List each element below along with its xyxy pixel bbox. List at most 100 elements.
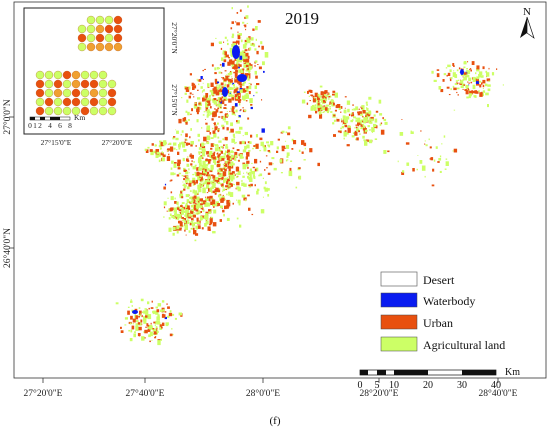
land-patch [329, 103, 331, 105]
land-patch [149, 340, 151, 343]
land-patch [256, 190, 259, 195]
land-patch [166, 156, 171, 161]
land-patch [474, 96, 477, 98]
land-patch [214, 100, 217, 103]
land-patch [346, 120, 348, 122]
land-patch [225, 75, 229, 81]
north-label: N [523, 6, 531, 18]
land-patch [177, 163, 181, 167]
land-patch [212, 231, 216, 234]
land-patch [203, 89, 205, 92]
land-patch [175, 216, 178, 220]
pivot-field [107, 88, 117, 98]
land-patch [247, 166, 249, 169]
land-patch [357, 120, 361, 125]
land-patch [230, 122, 233, 127]
land-patch [199, 174, 202, 178]
land-patch [271, 157, 275, 160]
land-patch [211, 118, 214, 121]
land-patch [198, 188, 202, 193]
land-patch [226, 111, 228, 113]
land-patch [255, 91, 258, 94]
y-tick-label: 27°0'0"N [2, 99, 13, 134]
land-patch [387, 150, 390, 153]
land-patch [223, 59, 227, 63]
land-patch [234, 157, 237, 161]
land-patch [342, 123, 344, 125]
land-patch [362, 135, 365, 139]
land-patch [131, 305, 133, 307]
land-patch [203, 202, 206, 205]
land-patch [244, 166, 247, 169]
land-patch [291, 138, 294, 142]
land-patch [186, 139, 188, 141]
land-patch [193, 207, 197, 211]
land-patch [303, 142, 307, 147]
land-patch [181, 130, 184, 133]
land-patch [198, 102, 201, 105]
land-patch [223, 78, 227, 82]
land-patch [334, 109, 337, 112]
land-patch [458, 67, 461, 70]
land-patch [358, 108, 360, 110]
land-patch [205, 158, 208, 161]
land-patch [138, 307, 141, 309]
land-patch [428, 138, 430, 141]
pivot-field [104, 15, 114, 25]
land-patch [208, 198, 211, 202]
land-patch [226, 207, 229, 209]
land-patch [190, 204, 194, 208]
land-patch [224, 167, 227, 172]
land-patch [236, 40, 240, 44]
land-patch [259, 150, 262, 152]
land-patch [186, 186, 190, 190]
land-patch [464, 61, 467, 63]
land-patch [368, 121, 373, 124]
land-patch [182, 117, 185, 122]
land-patch [115, 302, 119, 305]
land-patch [189, 223, 192, 226]
land-patch [220, 177, 223, 181]
land-patch [246, 75, 250, 79]
land-patch [241, 56, 245, 62]
land-patch [191, 165, 193, 168]
land-patch [343, 131, 347, 137]
land-patch [339, 130, 342, 134]
land-patch [229, 72, 232, 76]
land-patch [229, 157, 232, 161]
land-patch [216, 127, 218, 129]
land-patch [215, 109, 219, 113]
land-patch [445, 158, 448, 160]
land-patch [131, 325, 135, 330]
land-patch [344, 130, 347, 132]
land-patch [351, 135, 355, 138]
land-patch [344, 124, 347, 128]
land-patch [205, 96, 208, 99]
land-patch [220, 82, 224, 86]
land-patch [239, 110, 241, 112]
land-patch [176, 207, 180, 210]
land-patch [195, 145, 197, 147]
land-patch [237, 93, 240, 95]
land-patch [202, 160, 206, 165]
land-patch [182, 184, 185, 186]
land-patch [138, 314, 141, 317]
land-patch [254, 168, 257, 172]
land-patch [236, 120, 240, 124]
land-patch [210, 170, 213, 172]
land-patch [211, 155, 213, 158]
land-patch [325, 97, 327, 99]
pivot-field [89, 97, 99, 107]
land-patch [146, 309, 147, 311]
land-patch [219, 219, 222, 222]
land-patch [429, 158, 432, 160]
land-patch [192, 177, 196, 182]
pivot-field [95, 15, 105, 25]
land-patch [227, 149, 230, 154]
land-patch [191, 219, 193, 221]
land-patch [184, 138, 187, 141]
land-patch [145, 149, 149, 153]
land-patch [241, 140, 245, 145]
land-patch [164, 145, 166, 147]
land-patch [443, 73, 447, 76]
